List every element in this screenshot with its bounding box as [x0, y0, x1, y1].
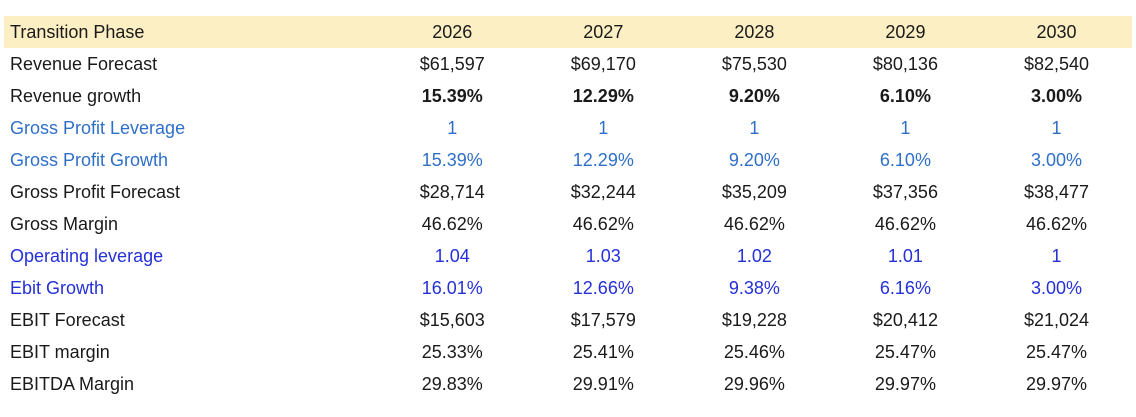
- table-cell: 1.03: [585, 245, 621, 266]
- table-row: EBIT margin 25.33% 25.41% 25.46% 25.47% 25.47…: [4, 336, 1132, 368]
- table-cell: $37,356: [872, 181, 938, 202]
- table-cell: 1: [1051, 117, 1062, 138]
- table-cell: 9.20%: [728, 85, 780, 106]
- table-cell: $82,540: [1023, 53, 1090, 74]
- header-year: 2028: [734, 21, 775, 42]
- table-cell: 1: [900, 117, 911, 138]
- row-label: Revenue growth: [10, 85, 142, 106]
- row-label: EBIT margin: [10, 341, 110, 362]
- table-cell: 25.46%: [723, 341, 785, 362]
- table-cell: 29.96%: [723, 373, 785, 394]
- table-cell: 46.62%: [572, 213, 634, 234]
- table-cell: 1: [1051, 245, 1062, 266]
- row-label: Ebit Growth: [10, 277, 105, 298]
- table-cell: $17,579: [570, 309, 636, 330]
- table-cell: $32,244: [570, 181, 636, 202]
- table-cell: 3.00%: [1030, 277, 1083, 298]
- header-year: 2030: [1036, 21, 1077, 42]
- row-label: Operating leverage: [10, 245, 164, 266]
- table-row: Revenue Forecast $61,597 $69,170 $75,530 $80…: [4, 48, 1132, 80]
- row-label: Revenue Forecast: [10, 53, 158, 74]
- table-cell: $28,714: [419, 181, 485, 202]
- header-year: 2026: [432, 21, 473, 42]
- header-label: Transition Phase: [10, 21, 145, 42]
- table-cell: $21,024: [1023, 309, 1090, 330]
- table-cell: 29.97%: [874, 373, 936, 394]
- table-row: Gross Profit Forecast $28,714 $32,244 $35,2…: [4, 176, 1132, 208]
- table-row: Gross Profit Leverage 1 1 1 1 1: [4, 112, 1132, 144]
- table-cell: $15,603: [419, 309, 485, 330]
- row-label: Gross Profit Forecast: [10, 181, 181, 202]
- table-row: Gross Profit Growth 15.39% 12.29% 9.20% 6.10…: [4, 144, 1132, 176]
- table-cell: 1.02: [736, 245, 772, 266]
- table-cell: 1: [447, 117, 458, 138]
- table-cell: 12.66%: [572, 277, 634, 298]
- table-cell: 29.97%: [1025, 373, 1088, 394]
- table-cell: 12.29%: [572, 149, 634, 170]
- table-cell: 1.01: [887, 245, 923, 266]
- table-cell: 12.29%: [572, 85, 634, 106]
- table-row: Ebit Growth 16.01% 12.66% 9.38% 6.16% 3.00%: [4, 272, 1132, 304]
- table-cell: 46.62%: [874, 213, 936, 234]
- row-label: Gross Profit Leverage: [10, 117, 186, 138]
- row-label: Gross Profit Growth: [10, 149, 169, 170]
- forecast-table: Transition Phase 2026 2027 2028 2029 203…: [4, 16, 1132, 400]
- table-row: Revenue growth 15.39% 12.29% 9.20% 6.10% 3.00…: [4, 80, 1132, 112]
- table-cell: 25.47%: [1025, 341, 1088, 362]
- table-cell: 3.00%: [1030, 85, 1083, 106]
- table-cell: 46.62%: [1025, 213, 1088, 234]
- table-cell: 25.47%: [874, 341, 936, 362]
- table-cell: $69,170: [570, 53, 636, 74]
- table-cell: 9.20%: [728, 149, 780, 170]
- table-cell: 29.83%: [421, 373, 483, 394]
- table-header-row: Transition Phase 2026 2027 2028 2029 203…: [4, 16, 1132, 48]
- table-cell: $35,209: [721, 181, 787, 202]
- header-year: 2029: [885, 21, 926, 42]
- table-cell: 15.39%: [421, 149, 483, 170]
- table-cell: 6.16%: [879, 277, 931, 298]
- table-row: Gross Margin 46.62% 46.62% 46.62% 46.62% 46.6…: [4, 208, 1132, 240]
- table-cell: $20,412: [872, 309, 938, 330]
- table-cell: 3.00%: [1030, 149, 1083, 170]
- row-label: EBITDA Margin: [10, 373, 135, 394]
- table-cell: 46.62%: [421, 213, 483, 234]
- table-cell: 1: [749, 117, 760, 138]
- table-row: Operating leverage 1.04 1.03 1.02 1.01 1: [4, 240, 1132, 272]
- row-label: EBIT Forecast: [10, 309, 125, 330]
- table-body: Revenue Forecast $61,597 $69,170 $75,530 $80…: [4, 48, 1132, 400]
- table-cell: $75,530: [721, 53, 787, 74]
- table-cell: 6.10%: [879, 85, 931, 106]
- table-cell: 25.33%: [421, 341, 483, 362]
- table-cell: 25.41%: [572, 341, 634, 362]
- table-cell: 16.01%: [421, 277, 483, 298]
- table-cell: 6.10%: [879, 149, 931, 170]
- table-cell: 9.38%: [728, 277, 780, 298]
- table-cell: 1: [598, 117, 609, 138]
- table-cell: 46.62%: [723, 213, 785, 234]
- table-cell: 1.04: [434, 245, 470, 266]
- table-cell: $19,228: [721, 309, 787, 330]
- table-row: EBITDA Margin 29.83% 29.91% 29.96% 29.97% 29.…: [4, 368, 1132, 400]
- table-row: EBIT Forecast $15,603 $17,579 $19,228 $20,41…: [4, 304, 1132, 336]
- table-cell: 15.39%: [421, 85, 483, 106]
- table-cell: $61,597: [419, 53, 485, 74]
- table-cell: $38,477: [1023, 181, 1090, 202]
- table-cell: $80,136: [872, 53, 938, 74]
- row-label: Gross Margin: [10, 213, 119, 234]
- table-cell: 29.91%: [572, 373, 634, 394]
- header-year: 2027: [583, 21, 624, 42]
